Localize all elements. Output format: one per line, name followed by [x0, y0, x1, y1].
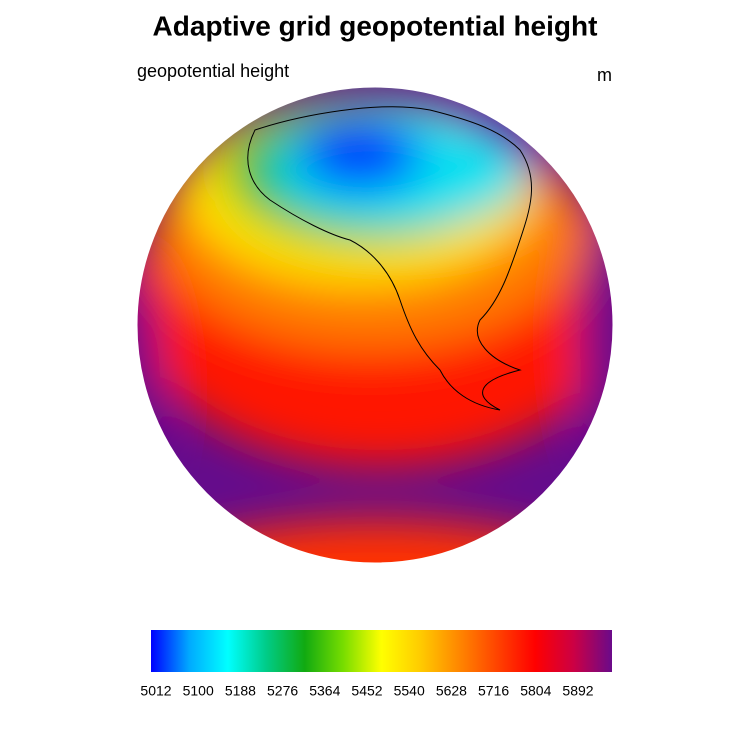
- colorbar-label: 5188: [225, 683, 256, 699]
- field-label: geopotential height: [137, 61, 289, 81]
- colorbar-label: 5892: [562, 683, 593, 699]
- colorbar-label: 5628: [436, 683, 467, 699]
- colorbar-label: 5364: [309, 683, 340, 699]
- title: Adaptive grid geopotential height: [153, 10, 598, 41]
- colorbar-label: 5540: [394, 683, 425, 699]
- colorbar: [151, 630, 612, 672]
- colorbar-label: 5716: [478, 683, 509, 699]
- colorbar-label: 5276: [267, 683, 298, 699]
- colorbar-label: 5804: [520, 683, 551, 699]
- colorbar-label: 5100: [183, 683, 214, 699]
- globe: [137, 87, 613, 563]
- units-label: m: [597, 65, 612, 85]
- colorbar-label: 5452: [351, 683, 382, 699]
- colorbar-label: 5012: [140, 683, 171, 699]
